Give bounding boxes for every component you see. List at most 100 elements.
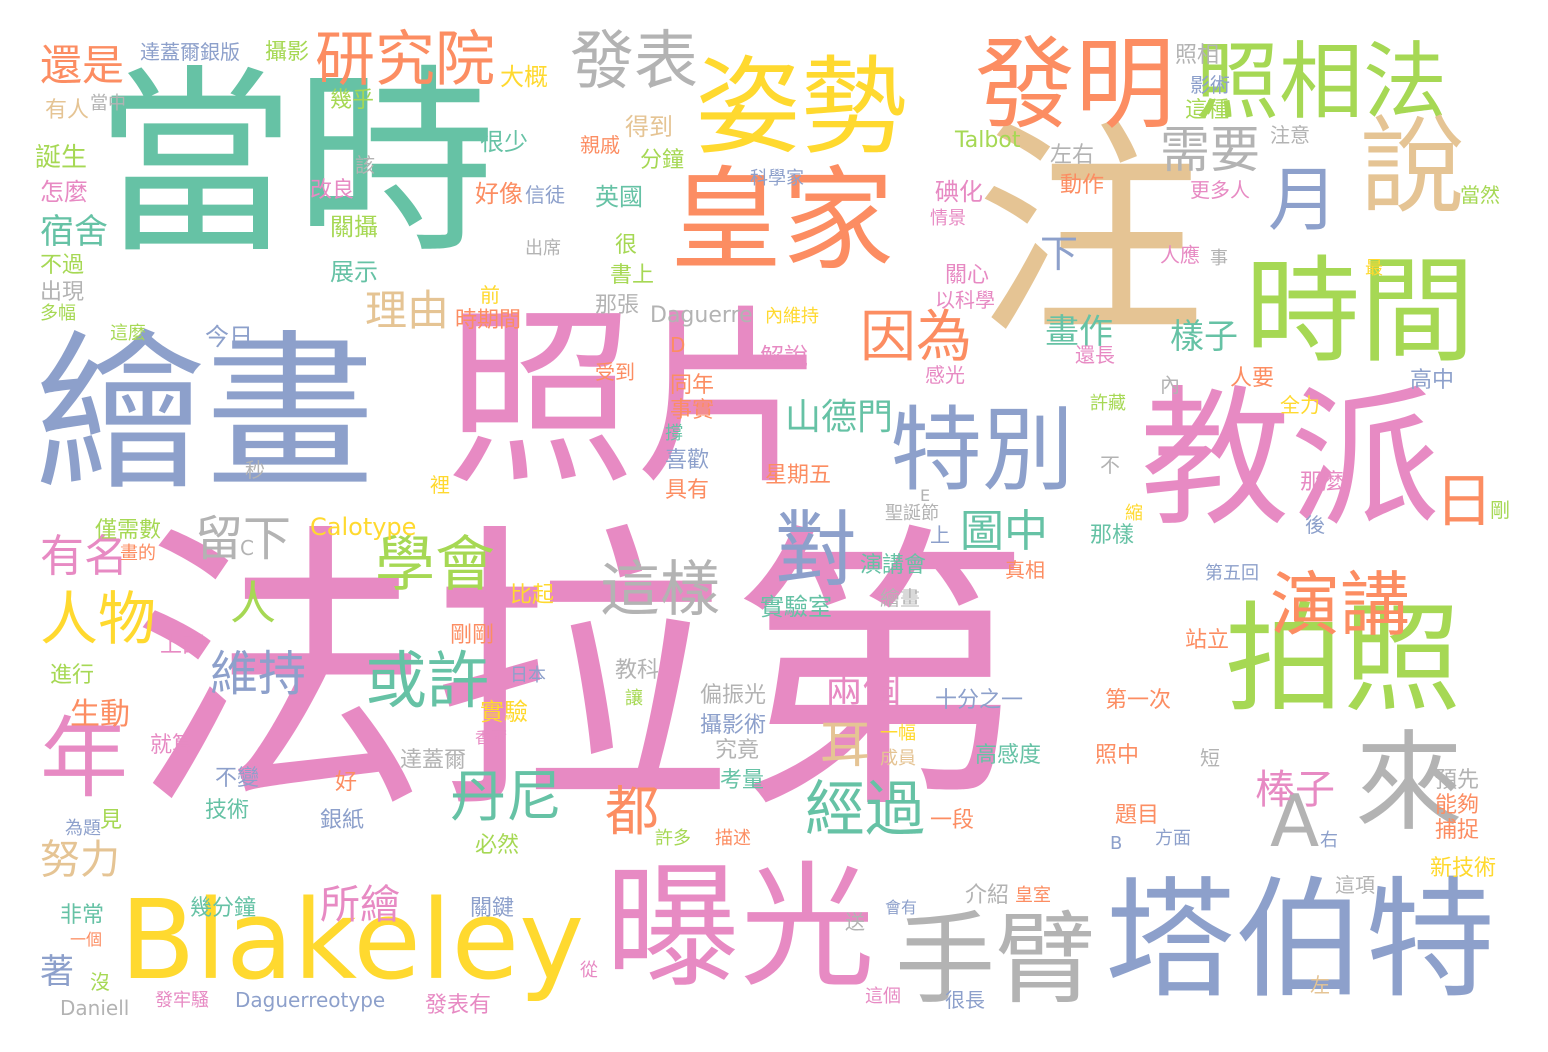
word-131: 剛	[1490, 498, 1510, 522]
word-119: 秒	[245, 458, 265, 482]
word-63: 怎麼	[40, 178, 88, 206]
word-194: Daniell	[60, 996, 130, 1020]
word-11: 照相法	[1195, 33, 1448, 131]
word-10: 時間	[1245, 245, 1476, 379]
word-13: 拍照	[1225, 590, 1462, 728]
word-20: 特別	[890, 397, 1075, 504]
word-196: Daguerreotype	[235, 988, 386, 1012]
word-4: 照片	[445, 289, 826, 510]
word-180: 右	[1320, 830, 1338, 851]
word-29: 因為	[860, 305, 972, 370]
word-167: 技術	[205, 798, 250, 823]
word-99: 以科學	[935, 288, 995, 312]
word-62: 誕生	[35, 143, 88, 173]
word-19: A	[1270, 779, 1320, 863]
word-115: 高中	[1410, 368, 1455, 393]
word-152: 實驗	[480, 698, 528, 726]
word-26: 研究院	[315, 25, 495, 95]
word-66: 親戚	[580, 133, 620, 157]
word-161: 成員	[880, 748, 916, 769]
word-138: 繪畫	[880, 586, 920, 610]
word-190: 一個	[70, 930, 103, 949]
word-100: 內維持	[765, 306, 819, 327]
word-40: 兩個	[825, 667, 902, 711]
word-33: 丹尼	[450, 765, 562, 830]
word-31: 這樣	[600, 555, 720, 625]
word-151: 第一次	[1105, 688, 1172, 713]
word-22: 日	[1425, 470, 1493, 528]
word-70: 影術	[1190, 73, 1230, 97]
word-118: 喜歡	[665, 448, 710, 473]
word-122: 裡	[430, 473, 450, 497]
word-134: 上	[930, 523, 950, 547]
word-123: 具有	[665, 478, 710, 503]
word-124: E	[920, 486, 931, 505]
word-181: 新技術	[1430, 856, 1497, 881]
word-112: 感光	[925, 363, 965, 387]
word-114: 人要	[1230, 366, 1275, 391]
word-50: 畫作	[1045, 312, 1113, 352]
word-79: 當然	[1460, 183, 1500, 207]
word-81: 好像	[475, 180, 523, 208]
word-28: 需要	[1160, 121, 1260, 179]
word-107: 還長	[1075, 343, 1115, 367]
word-2: 當時	[95, 48, 496, 281]
word-198: 這個	[865, 986, 901, 1007]
word-127: Calotype	[310, 513, 417, 541]
word-8: 姿勢	[695, 46, 907, 169]
word-144: 站立	[1185, 628, 1230, 653]
word-3: 注	[975, 101, 1206, 368]
word-104: 今日	[205, 323, 253, 351]
word-92: 多幅	[40, 303, 76, 324]
word-51: 樣子	[1170, 317, 1238, 357]
word-185: 關鍵	[470, 896, 515, 921]
word-44: 耳	[820, 716, 870, 774]
word-174: 捕捉	[1435, 818, 1480, 843]
word-149: 偏振光	[700, 683, 767, 708]
word-45: 理由	[365, 286, 450, 335]
word-172: 題目	[1115, 803, 1160, 828]
word-83: 英國	[595, 183, 643, 211]
word-47: 還是	[40, 41, 125, 90]
word-90: 展示	[330, 258, 378, 286]
word-53: 下	[1040, 232, 1079, 276]
word-30: 學會	[375, 530, 495, 600]
word-199: 很長	[945, 988, 985, 1012]
word-195: 發牢騷	[155, 990, 209, 1011]
word-139: 實驗室	[760, 593, 832, 621]
word-171: 一段	[930, 808, 975, 833]
word-106: 解說	[760, 343, 808, 371]
word-153: 攝影術	[700, 713, 767, 738]
word-133: 畫的	[120, 543, 156, 564]
word-23: 年	[40, 707, 129, 810]
word-193: 左	[1310, 973, 1330, 997]
word-9: 發明	[975, 26, 1175, 143]
word-82: 信徒	[525, 183, 565, 207]
word-102: 時期間	[455, 308, 522, 333]
word-168: 見	[100, 808, 123, 833]
word-169: 為題	[65, 818, 101, 839]
word-41: 棒子	[1255, 767, 1335, 813]
word-73: Talbot	[955, 128, 1021, 153]
word-89: 書上	[610, 263, 655, 288]
word-101: Daguerre	[650, 303, 753, 328]
word-34: 經過	[805, 775, 925, 845]
word-136: 真相	[1005, 558, 1045, 582]
word-103: 這麼	[110, 323, 146, 344]
word-35: 人物	[40, 585, 157, 653]
word-187: 介紹	[965, 883, 1010, 908]
word-95: 人應	[1160, 243, 1200, 267]
word-54: 著	[40, 952, 74, 992]
word-143: 剛剛	[450, 623, 495, 648]
word-56: 達蓋爾銀版	[140, 40, 240, 64]
word-141: 比起	[510, 583, 555, 608]
word-140: 第五回	[1205, 563, 1259, 584]
word-129: 聖誕節	[885, 503, 939, 524]
word-120: 星期五	[765, 463, 832, 488]
word-192: 從	[580, 960, 598, 981]
word-1: 法拉第	[130, 500, 1030, 849]
word-86: 很	[615, 233, 638, 258]
word-91: 出現	[40, 280, 85, 305]
word-32: 或許	[365, 644, 490, 717]
word-88: 出席	[525, 238, 561, 259]
